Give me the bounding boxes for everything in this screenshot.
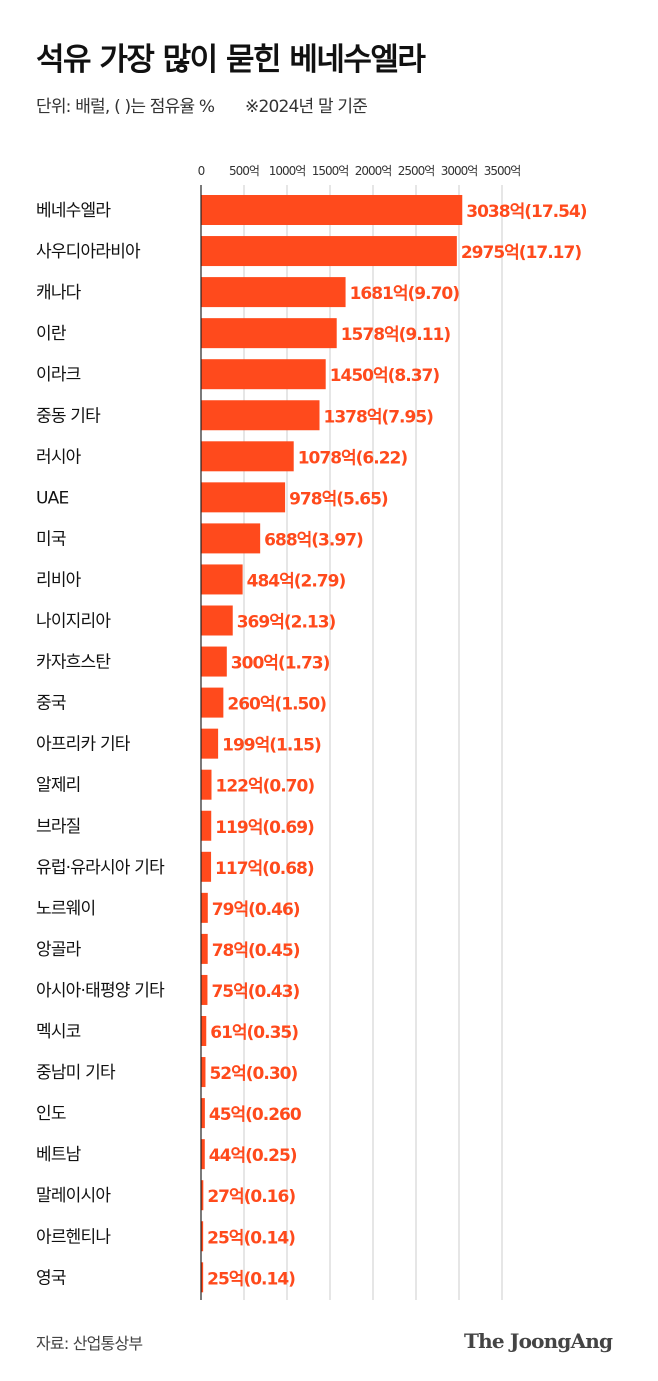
- data-label: 52억(0.30): [209, 1064, 297, 1084]
- category-label: 미국: [36, 529, 66, 549]
- data-label: 978억(5.65): [289, 489, 388, 509]
- category-label: 인도: [36, 1104, 66, 1124]
- category-label: 캐나다: [36, 283, 82, 303]
- bar: [201, 195, 463, 225]
- data-label: 1578억(9.11): [341, 325, 451, 345]
- category-label: 카자흐스탄: [36, 653, 111, 673]
- x-tick-label: 500억: [229, 164, 259, 178]
- category-label: 중남미 기타: [36, 1063, 116, 1083]
- category-label: 중국: [36, 694, 66, 714]
- category-label: 사우디아라비아: [36, 242, 141, 262]
- category-label: 앙골라: [36, 940, 82, 960]
- data-label: 1450억(8.37): [330, 366, 440, 386]
- category-label: 알제리: [36, 776, 81, 796]
- bar: [201, 646, 227, 677]
- category-label: 말레이시아: [36, 1186, 111, 1206]
- data-label: 199억(1.15): [222, 736, 321, 756]
- bar: [201, 974, 208, 1005]
- unit-note: 단위: 배럴, ( )는 점유율 %: [36, 97, 215, 117]
- category-label: 영국: [36, 1268, 66, 1288]
- data-label: 117억(0.68): [215, 859, 314, 879]
- x-tick-label: 3500억: [484, 164, 521, 178]
- data-label: 119억(0.69): [215, 818, 314, 838]
- data-label: 1078억(6.22): [298, 448, 408, 468]
- bar: [201, 482, 286, 513]
- category-label: 브라질: [36, 817, 81, 837]
- bar: [201, 1221, 204, 1252]
- x-tick-label: 3000억: [441, 164, 478, 178]
- bar: [201, 523, 261, 554]
- x-tick-label: 2500억: [398, 164, 435, 178]
- date-note: ※2024년 말 기준: [245, 97, 368, 117]
- bar: [201, 810, 212, 841]
- bar: [201, 933, 208, 964]
- bar: [201, 1180, 204, 1211]
- publisher-logo: The JoongAng: [464, 1329, 613, 1353]
- x-tick-label: 2000억: [355, 164, 392, 178]
- bar: [201, 236, 457, 267]
- data-label: 44억(0.25): [209, 1146, 297, 1166]
- bar: [201, 564, 243, 595]
- category-label: 이란: [36, 324, 67, 344]
- x-tick-label: 1000억: [269, 164, 306, 178]
- category-label: 러시아: [36, 447, 82, 467]
- category-label: 아프리카 기타: [36, 735, 131, 755]
- bar: [201, 687, 224, 718]
- bar: [201, 605, 233, 636]
- data-label: 78억(0.45): [212, 941, 300, 961]
- data-label: 688억(3.97): [264, 530, 363, 550]
- bar: [201, 441, 294, 472]
- bar: [201, 851, 212, 882]
- category-label: UAE: [36, 488, 68, 508]
- category-label: 나이지리아: [36, 612, 111, 632]
- category-label: 이라크: [36, 365, 81, 385]
- data-label: 25억(0.14): [207, 1228, 295, 1248]
- category-label: 리비아: [36, 570, 82, 590]
- data-label: 79억(0.46): [212, 900, 300, 920]
- data-label: 27억(0.16): [207, 1187, 295, 1207]
- category-label: 멕시코: [36, 1022, 81, 1042]
- data-label: 484억(2.79): [247, 571, 346, 591]
- data-label: 45억(0.260: [209, 1105, 302, 1125]
- data-label: 369억(2.13): [237, 613, 336, 633]
- bar: [201, 1057, 206, 1088]
- bar: [201, 728, 219, 759]
- category-label: 아르헨티나: [36, 1227, 111, 1247]
- data-label: 1681억(9.70): [350, 284, 460, 304]
- data-label: 2975억(17.17): [461, 243, 581, 263]
- bar: [201, 1098, 205, 1129]
- bar: [201, 1262, 204, 1293]
- category-label: 아시아·태평양 기타: [36, 981, 165, 1001]
- chart-title: 석유 가장 많이 묻힌 베네수엘라: [36, 42, 426, 78]
- bar: [201, 1016, 207, 1046]
- category-label: 유럽·유라시아 기타: [36, 858, 165, 878]
- bar: [201, 400, 320, 431]
- bar: [201, 277, 346, 308]
- data-label: 122억(0.70): [215, 777, 314, 797]
- data-label: 1378억(7.95): [324, 407, 434, 427]
- data-label: 25억(0.14): [207, 1269, 295, 1289]
- category-label: 노르웨이: [36, 899, 95, 919]
- category-label: 중동 기타: [36, 406, 101, 426]
- category-label: 베네수엘라: [36, 201, 111, 221]
- data-label: 75억(0.43): [211, 982, 299, 1002]
- bar: [201, 359, 326, 390]
- source-note: 자료: 산업통상부: [36, 1334, 143, 1353]
- bar: [201, 769, 212, 800]
- category-label: 베트남: [36, 1145, 82, 1165]
- data-label: 260억(1.50): [227, 695, 326, 715]
- data-label: 61억(0.35): [210, 1023, 298, 1043]
- bar: [201, 892, 208, 923]
- x-tick-label: 0: [198, 164, 205, 178]
- bar: [201, 1139, 205, 1170]
- bar: [201, 318, 337, 349]
- data-label: 300억(1.73): [231, 654, 330, 674]
- x-tick-label: 1500억: [312, 164, 349, 178]
- data-label: 3038억(17.54): [466, 202, 586, 222]
